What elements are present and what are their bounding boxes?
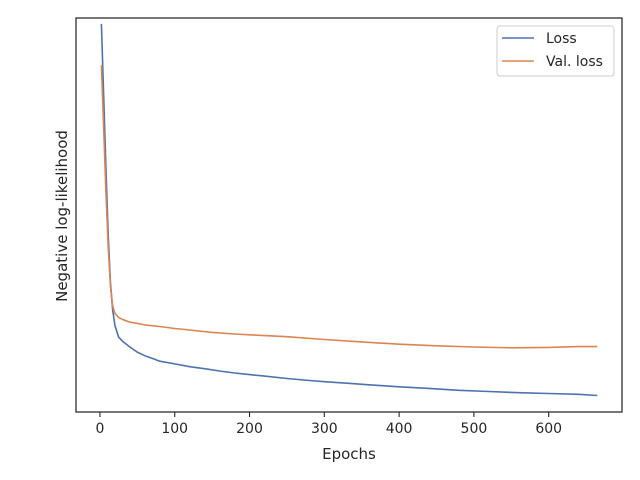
x-tick-label-600: 600 [535, 421, 562, 437]
x-tick-label-400: 400 [386, 421, 413, 437]
legend-label-val-loss: Val. loss [546, 54, 603, 70]
plot-frame [75, 17, 623, 413]
x-tick-label-200: 200 [236, 421, 263, 437]
plot-background [76, 18, 622, 412]
legend-label-loss: Loss [546, 31, 577, 47]
x-axis-label: Epochs [322, 445, 376, 463]
legend: Loss Val. loss [496, 25, 615, 77]
x-tick-label-300: 300 [311, 421, 338, 437]
x-tick-label-100: 100 [161, 421, 188, 437]
series-line-val-loss [100, 65, 598, 349]
series-line-loss [100, 23, 598, 397]
y-axis-label: Negative log-likelihood [53, 130, 71, 302]
x-tick-label-0: 0 [95, 421, 104, 437]
x-tick-label-500: 500 [461, 421, 488, 437]
x-axis-ticks: 0 100 200 300 400 500 600 [95, 412, 562, 437]
series-lines [100, 23, 598, 397]
